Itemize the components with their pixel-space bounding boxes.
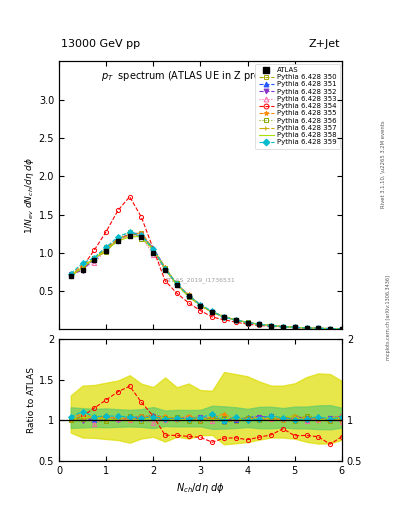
Legend: ATLAS, Pythia 6.428 350, Pythia 6.428 351, Pythia 6.428 352, Pythia 6.428 353, P: ATLAS, Pythia 6.428 350, Pythia 6.428 35… — [255, 63, 340, 149]
Text: Rivet 3.1.10, \u2265 3.2M events: Rivet 3.1.10, \u2265 3.2M events — [381, 120, 386, 208]
Text: 13000 GeV pp: 13000 GeV pp — [61, 38, 140, 49]
Text: mcplots.cern.ch [arXiv:1306.3436]: mcplots.cern.ch [arXiv:1306.3436] — [386, 275, 391, 360]
Text: $p_T$  spectrum (ATLAS UE in Z production): $p_T$ spectrum (ATLAS UE in Z production… — [101, 70, 300, 83]
Y-axis label: $1/N_{ev}\ dN_{ch}/d\eta\ d\phi$: $1/N_{ev}\ dN_{ch}/d\eta\ d\phi$ — [23, 157, 36, 234]
Text: ATLAS_2019_I1736531: ATLAS_2019_I1736531 — [165, 277, 236, 283]
X-axis label: $N_{ch}/d\eta\ d\phi$: $N_{ch}/d\eta\ d\phi$ — [176, 481, 225, 495]
Text: Z+Jet: Z+Jet — [309, 38, 340, 49]
Y-axis label: Ratio to ATLAS: Ratio to ATLAS — [27, 367, 36, 433]
